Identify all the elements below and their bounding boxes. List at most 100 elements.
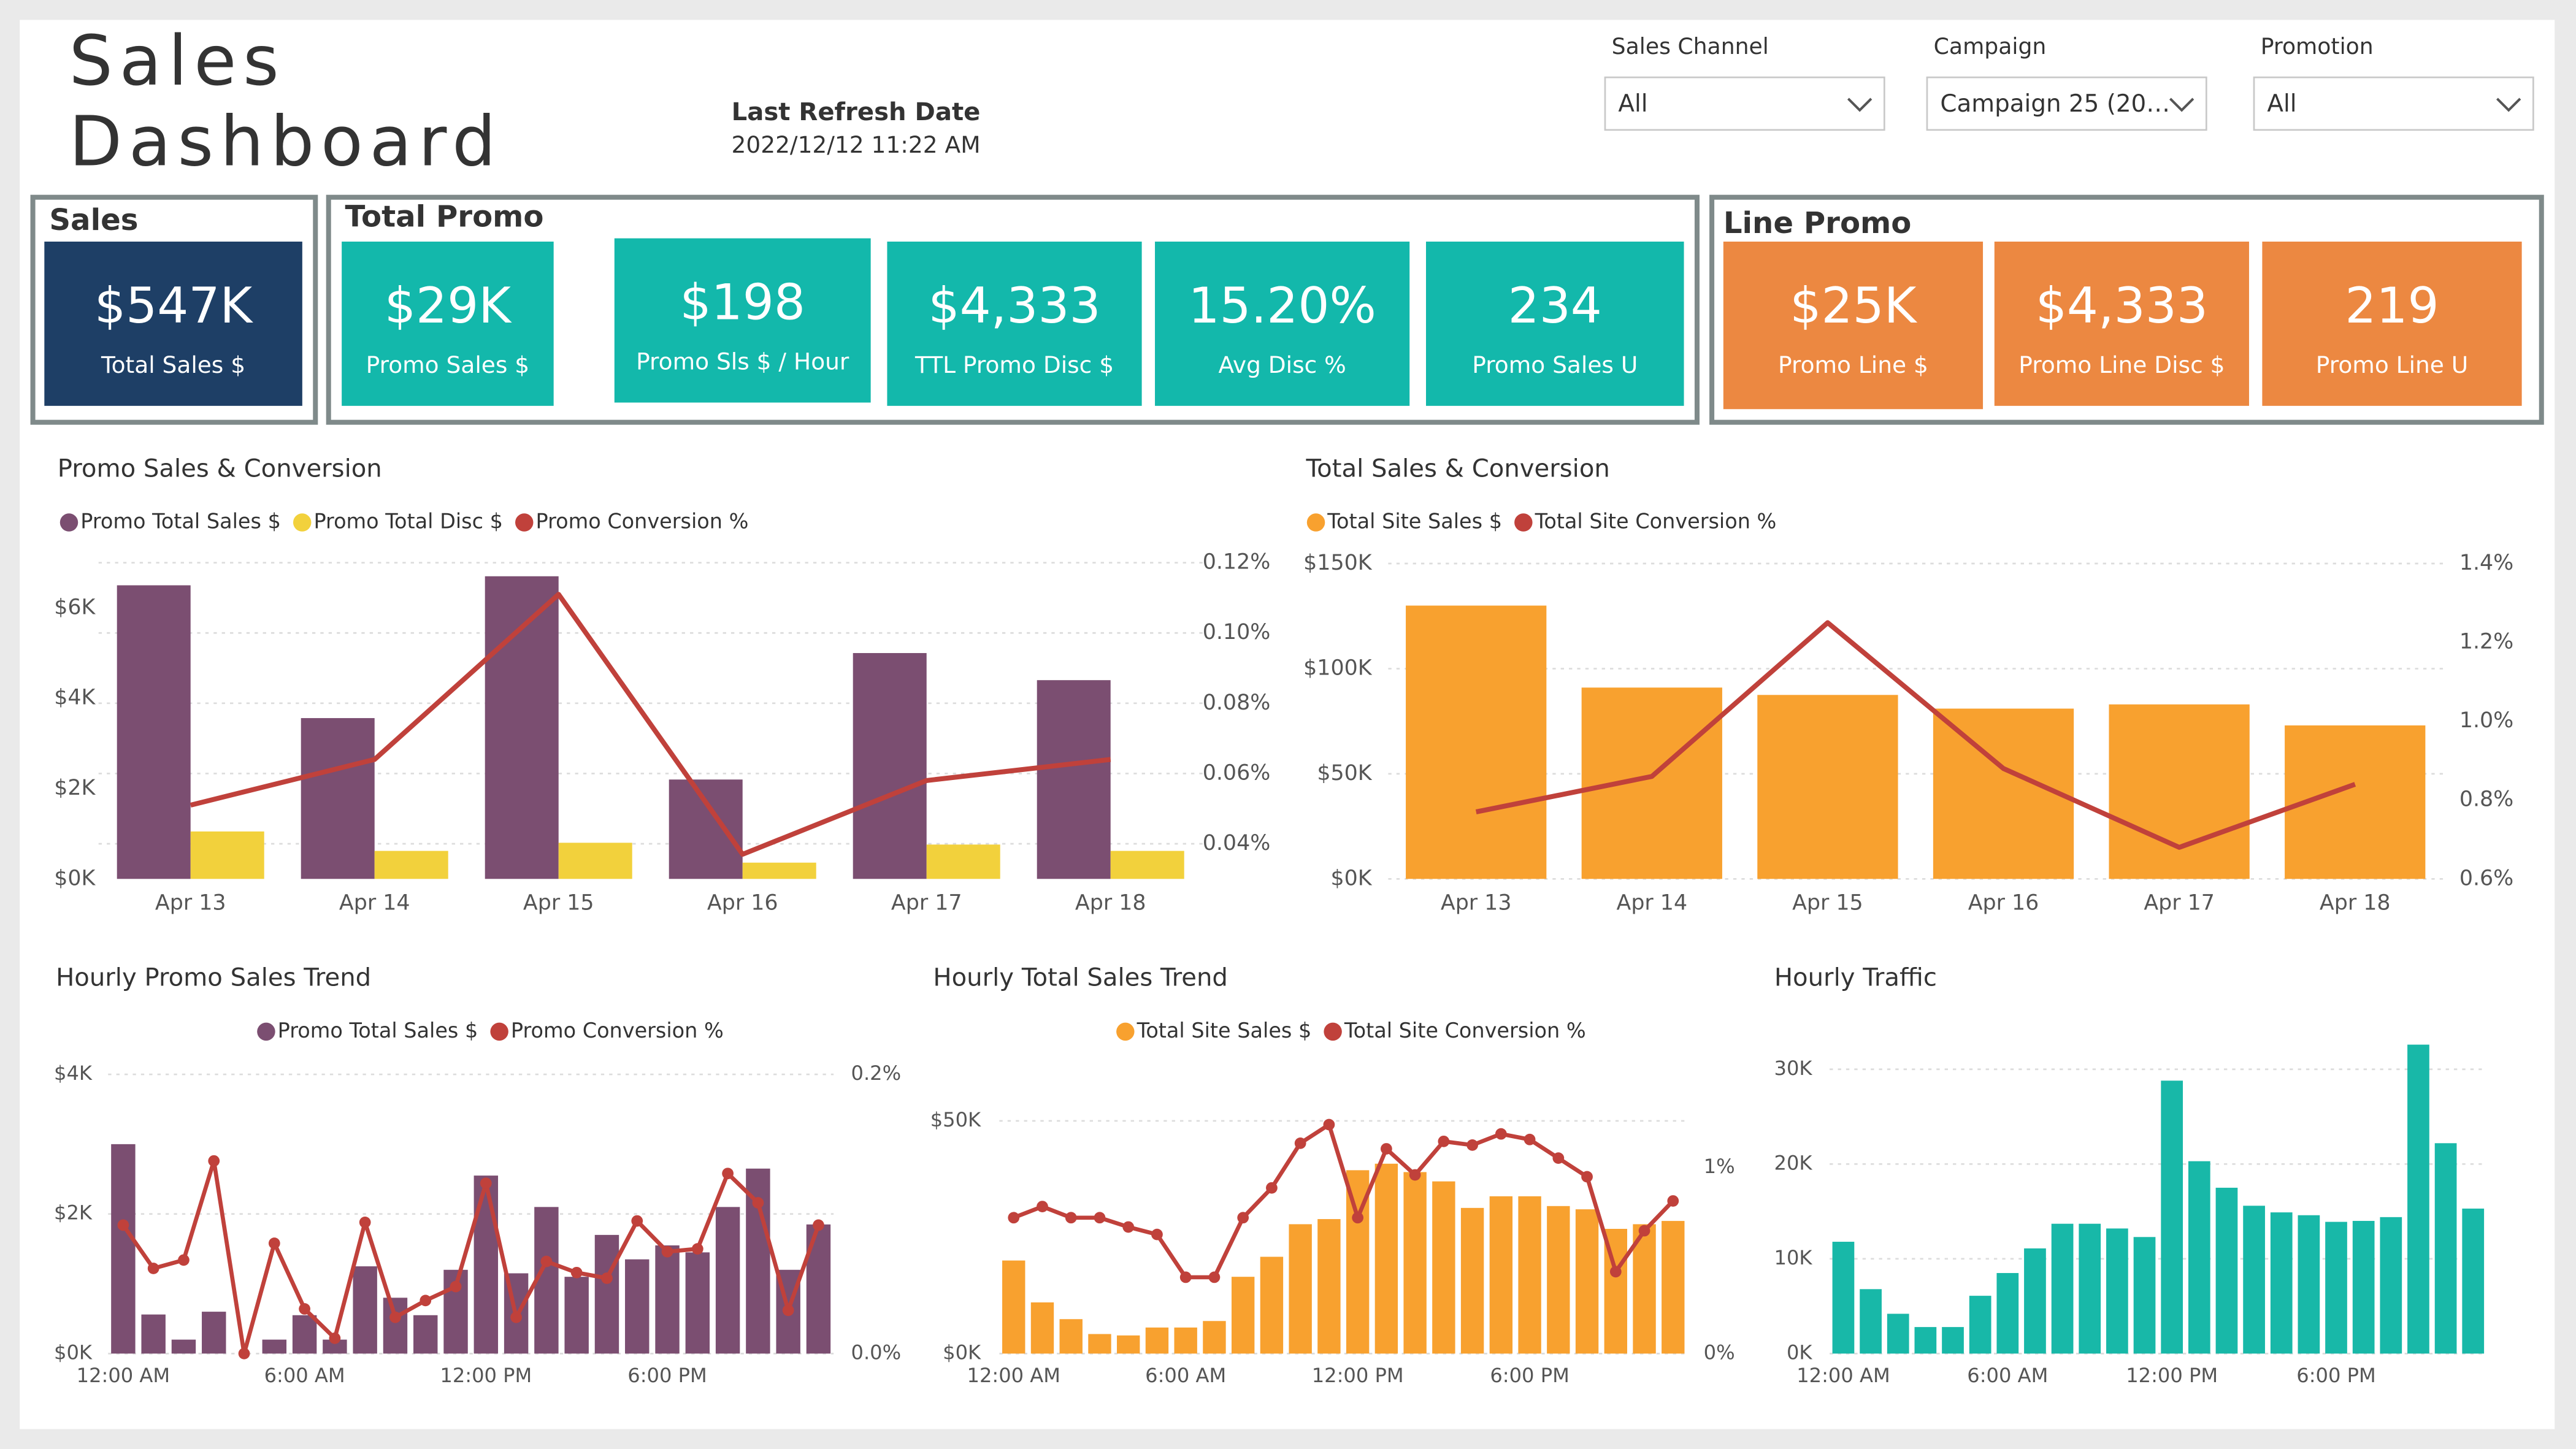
bar	[2188, 1161, 2210, 1354]
line-marker	[1552, 1152, 1565, 1164]
x-tick-label: 12:00 AM	[77, 1364, 170, 1387]
line-marker	[450, 1280, 462, 1293]
bar	[1406, 605, 1547, 879]
bar	[2434, 1143, 2457, 1354]
legend-swatch	[1306, 513, 1325, 532]
x-tick-label: 12:00 AM	[967, 1364, 1060, 1387]
bar	[2215, 1187, 2238, 1354]
y-tick-label: $4K	[54, 686, 96, 710]
x-tick-label: Apr 18	[2320, 890, 2391, 915]
x-tick-label: 6:00 AM	[1145, 1364, 1226, 1387]
x-tick-label: 12:00 PM	[1312, 1364, 1404, 1387]
kpi-label: Promo Line U	[2316, 351, 2468, 378]
kpi-group-title: Total Promo	[345, 200, 544, 234]
chart: Promo Sales & Conversion $0K $2K $4K $6K 0.04…	[54, 454, 1270, 915]
line-marker	[1495, 1128, 1507, 1140]
bar	[262, 1339, 287, 1354]
dropdown-chevron	[2169, 97, 2195, 112]
line-marker	[601, 1272, 613, 1284]
bar	[1037, 680, 1111, 879]
bar	[594, 1234, 619, 1354]
kpi-frame	[30, 194, 318, 425]
bar	[1317, 1219, 1341, 1354]
line-marker	[782, 1304, 794, 1317]
line-marker	[691, 1243, 703, 1255]
refresh-date: 2022/12/12 11:22 AM	[732, 131, 981, 158]
bar	[2462, 1208, 2485, 1354]
filter-dropdown[interactable]	[2253, 76, 2534, 131]
bar	[383, 1298, 408, 1354]
y2-tick-label: 0.06%	[1203, 760, 1271, 785]
kpi-value: 219	[2345, 277, 2439, 334]
bar	[2079, 1223, 2101, 1354]
dropdown-chevron	[1847, 97, 1873, 112]
legend-swatch	[1116, 1022, 1135, 1041]
legend-label: Promo Conversion %	[511, 1019, 724, 1042]
y-tick-label: $0K	[54, 866, 96, 890]
bar	[1289, 1224, 1312, 1354]
y-tick-label: 20K	[1774, 1151, 1813, 1174]
y2-tick-label: 0.04%	[1203, 831, 1271, 855]
line-marker	[1524, 1133, 1536, 1145]
line-marker	[722, 1168, 734, 1180]
filter-dropdown[interactable]	[1604, 76, 1885, 131]
y2-tick-label: 0.6%	[2459, 866, 2513, 890]
line-marker	[238, 1348, 250, 1359]
line-marker	[1638, 1225, 1650, 1237]
line-marker	[1008, 1212, 1020, 1224]
y2-tick-label: 1.2%	[2459, 630, 2513, 654]
legend-swatch	[293, 513, 312, 532]
y2-tick-label: 1.0%	[2459, 708, 2513, 733]
x-tick-label: 12:00 AM	[1796, 1364, 1890, 1387]
bar	[685, 1252, 710, 1354]
x-tick-label: Apr 13	[1441, 890, 1512, 915]
bar	[715, 1207, 740, 1354]
legend-swatch	[1514, 513, 1533, 532]
bar	[1757, 695, 1898, 879]
legend-label: Promo Total Sales $	[278, 1019, 478, 1042]
bar	[1460, 1207, 1484, 1354]
line-marker	[1323, 1118, 1335, 1131]
line-marker	[510, 1311, 522, 1323]
y-tick-label: $0K	[943, 1340, 981, 1364]
bar	[171, 1339, 196, 1354]
line-marker	[329, 1332, 341, 1344]
filter-label: Campaign	[1934, 33, 2047, 59]
bar	[1117, 1335, 1140, 1354]
bar	[2106, 1228, 2128, 1354]
chart-title: Total Sales & Conversion	[1305, 454, 1609, 483]
kpi-value: $25K	[1790, 277, 1917, 334]
legend-label: Promo Total Disc $	[313, 510, 502, 533]
x-tick-label: 12:00 PM	[440, 1364, 532, 1387]
bar	[1030, 1302, 1054, 1354]
filter-dropdown[interactable]	[1926, 76, 2207, 131]
bar	[374, 851, 448, 879]
bar	[190, 831, 264, 879]
line-marker	[389, 1311, 401, 1323]
line-marker	[420, 1294, 432, 1307]
kpi-card	[2262, 242, 2522, 406]
bar	[558, 843, 632, 879]
bar	[1887, 1313, 1909, 1354]
line-marker	[299, 1303, 310, 1315]
x-tick-label: Apr 18	[1075, 890, 1146, 915]
kpi-card	[614, 238, 871, 403]
y-tick-label: 30K	[1774, 1057, 1813, 1080]
bar	[564, 1277, 589, 1354]
line-marker	[359, 1216, 371, 1228]
x-tick-label: 6:00 PM	[1490, 1364, 1569, 1387]
x-tick-label: Apr 14	[1617, 890, 1688, 915]
kpi-card	[1155, 242, 1410, 406]
bar	[1633, 1224, 1656, 1354]
bar	[1860, 1289, 1882, 1354]
bar	[1518, 1196, 1541, 1354]
line-marker	[1037, 1201, 1048, 1212]
chart: Hourly Promo Sales Trend $0K $2K $4K 0.0% 0.2…	[54, 964, 901, 1387]
kpi-card	[887, 242, 1142, 406]
line-marker	[1667, 1195, 1679, 1207]
filter-value: All	[1618, 90, 1647, 118]
bar	[1942, 1327, 1964, 1354]
bar	[1174, 1327, 1197, 1354]
legend-swatch	[257, 1022, 275, 1041]
chart: Hourly Traffic 0K 10K 20K 30K 12:00 AM 6:00 AM…	[1774, 964, 2487, 1387]
